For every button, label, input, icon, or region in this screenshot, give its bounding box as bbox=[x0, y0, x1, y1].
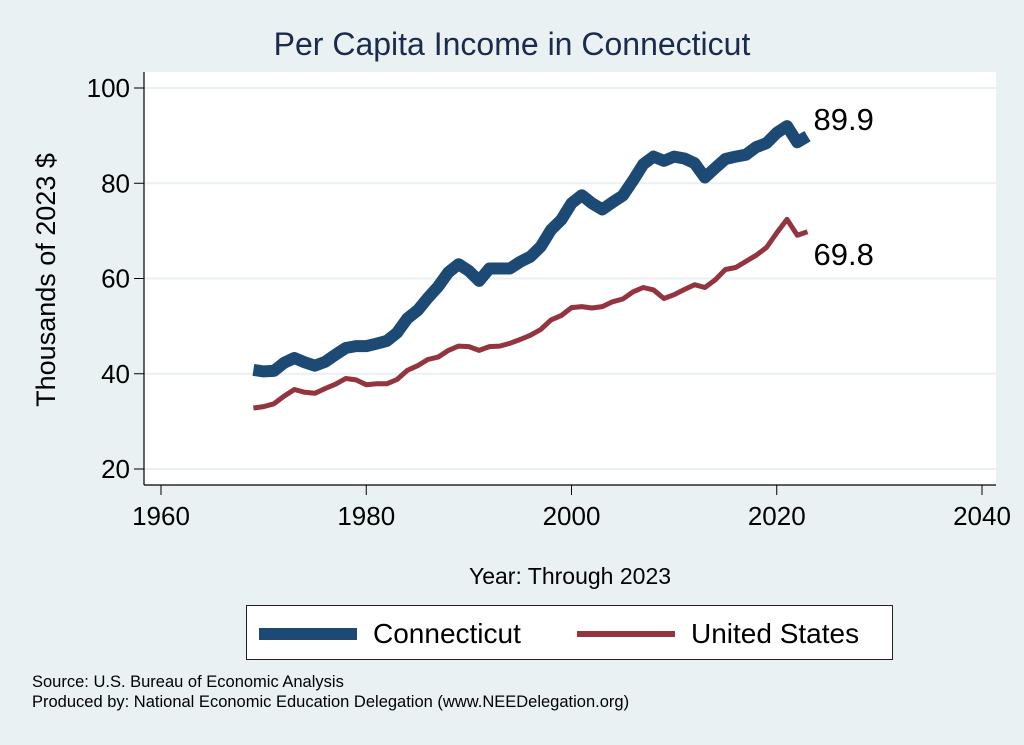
source-text: Source: U.S. Bureau of Economic Analysis bbox=[32, 673, 344, 691]
produced-by-text: Produced by: National Economic Education… bbox=[32, 693, 630, 711]
source-notes: Source: U.S. Bureau of Economic Analysis… bbox=[32, 672, 629, 712]
y-tick-label: 40 bbox=[101, 359, 130, 389]
y-tick-label: 20 bbox=[101, 454, 130, 484]
legend-swatch-connecticut bbox=[259, 627, 357, 640]
series-lines bbox=[252, 120, 811, 411]
legend-item-connecticut: Connecticut bbox=[259, 606, 521, 661]
x-tick-label: 2000 bbox=[543, 501, 601, 531]
x-tick-label: 1960 bbox=[132, 501, 190, 531]
series-line-united-states bbox=[253, 216, 809, 411]
legend-label-united-states: United States bbox=[691, 617, 860, 649]
legend-label-connecticut: Connecticut bbox=[373, 617, 521, 649]
x-tick-label: 1980 bbox=[337, 501, 395, 531]
end-labels: 89.9 69.8 bbox=[814, 102, 874, 272]
x-axis-label: Year: Through 2023 bbox=[469, 563, 671, 589]
chart-title: Per Capita Income in Connecticut bbox=[273, 26, 751, 62]
series-line-connecticut bbox=[252, 120, 811, 378]
y-axis-label: Thousands of 2023 $ bbox=[31, 153, 61, 407]
gridlines bbox=[144, 87, 996, 470]
y-tick-label: 80 bbox=[101, 168, 130, 198]
x-tick-label: 2020 bbox=[748, 501, 806, 531]
legend: Connecticut United States bbox=[246, 605, 893, 660]
end-label-united-states: 69.8 bbox=[814, 237, 874, 272]
legend-swatch-united-states bbox=[577, 630, 675, 637]
end-label-connecticut: 89.9 bbox=[814, 102, 874, 137]
legend-item-united-states: United States bbox=[577, 606, 859, 661]
y-tick-label: 60 bbox=[101, 264, 130, 294]
y-tick-label: 100 bbox=[87, 73, 130, 103]
x-tick-label: 2040 bbox=[953, 501, 1011, 531]
